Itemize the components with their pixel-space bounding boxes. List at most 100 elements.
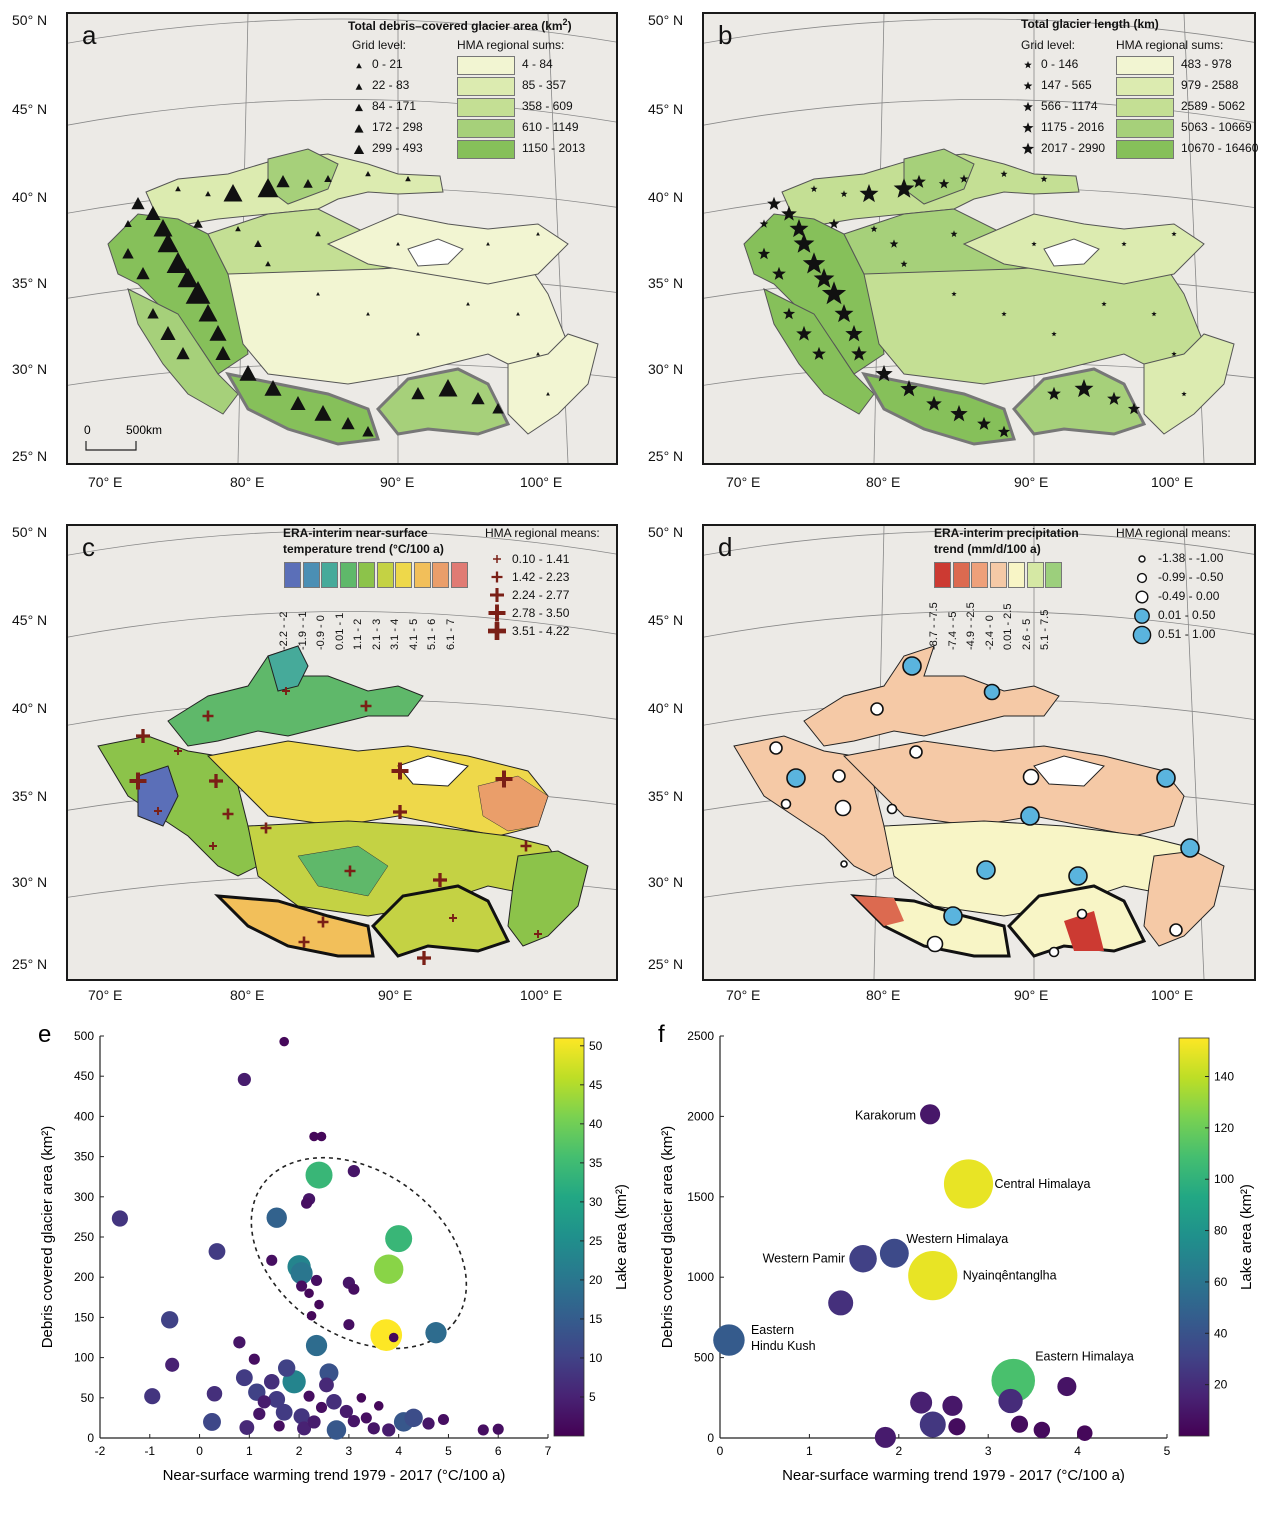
scatter-point: [382, 1423, 396, 1437]
svg-text:0: 0: [84, 423, 91, 437]
glacier-length-star: [1051, 331, 1057, 337]
glacier-length-star: [950, 230, 958, 237]
lon-label: 80° E: [866, 474, 901, 490]
scatter-point: [301, 1197, 313, 1209]
colorbar: [1178, 1037, 1210, 1437]
grid-level-text: 22 - 83: [372, 78, 410, 92]
scatter-point: [919, 1411, 946, 1438]
temperature-swatch: [302, 562, 320, 588]
scatter-point: [297, 1421, 312, 1436]
temperature-mean-cross: [360, 700, 372, 712]
temperature-mean-cross: [449, 914, 457, 922]
scatter-point: [275, 1403, 293, 1421]
glacier-length-star: [1127, 402, 1141, 415]
glacier-length-star: [870, 225, 878, 232]
debris-area-triangle: [198, 304, 218, 322]
scatter-point: [404, 1408, 423, 1428]
colorbar-tick-label: 45: [589, 1078, 603, 1092]
cross-icon: [490, 588, 504, 602]
debris-area-triangle: [166, 252, 190, 273]
temperature-mean-cross: [344, 865, 356, 877]
scatter-point: [425, 1322, 447, 1344]
debris-area-triangle: [396, 242, 400, 246]
grid-level-text: 299 - 493: [372, 141, 423, 155]
scatter-point: [1033, 1421, 1051, 1439]
scatter-point: [279, 1036, 289, 1047]
glacier-length-star: [759, 219, 769, 228]
x-axis-label: Near-surface warming trend 1979 - 2017 (…: [163, 1467, 506, 1484]
regional-swatch: [457, 98, 515, 117]
regional-mean-label: 0.01 - 0.50: [1158, 608, 1216, 622]
debris-area-triangle: [185, 281, 211, 304]
cross-icon: [488, 622, 506, 640]
regional-mean-label: -0.99 - -0.50: [1158, 570, 1224, 584]
precipitation-swatch: [1045, 562, 1062, 588]
x-tick-label: 6: [495, 1444, 502, 1458]
y-tick-label: 150: [74, 1310, 94, 1324]
scatter-point: [1076, 1425, 1093, 1441]
glacier-length-star: [875, 364, 893, 382]
glacier-length-star: [1101, 301, 1107, 307]
triangle-icon: [356, 63, 362, 69]
colorbar-tick-label: 100: [1214, 1172, 1234, 1186]
lon-label: 70° E: [726, 987, 761, 1003]
debris-area-triangle: [416, 332, 420, 336]
debris-area-triangle: [122, 248, 134, 259]
panel-c: 50° N 45° N 40° N 35° N 30° N 25° N c ER…: [0, 512, 630, 1017]
scatter-point: [293, 1408, 310, 1425]
x-tick-label: 0: [196, 1444, 203, 1458]
regional-mean-label: 2.24 - 2.77: [512, 588, 570, 602]
temperature-swatch: [321, 562, 338, 588]
temperature-mean-cross: [393, 805, 407, 819]
legend-title-sup: 2: [562, 17, 568, 27]
scatter-point: [206, 1386, 223, 1402]
precipitation-bin-label: 2.6 - 5: [1020, 618, 1033, 650]
scatter-point: [235, 1369, 253, 1387]
map-c-markers: [129, 687, 542, 965]
map-frame: 0 500km: [66, 12, 618, 465]
glacier-length-star: [810, 185, 818, 192]
debris-area-triangle: [175, 186, 181, 192]
colorbar-tick-label: 10: [589, 1351, 603, 1365]
regional-mean-label: -0.49 - 0.00: [1158, 589, 1220, 603]
debris-area-triangle: [265, 261, 271, 267]
y-tick-label: 100: [74, 1351, 94, 1365]
scatter-point: [326, 1420, 347, 1440]
lon-label: 80° E: [230, 474, 265, 490]
x-tick-label: 3: [346, 1444, 353, 1458]
colorbar-label: Lake area (km²): [1238, 1184, 1255, 1290]
colorbar-tick-label: 35: [589, 1156, 603, 1170]
glacier-length-star: [845, 324, 863, 342]
precipitation-mean-circle: [834, 799, 852, 817]
debris-area-triangle: [315, 231, 321, 237]
debris-area-triangle: [153, 219, 173, 237]
scatter-point: [253, 1407, 266, 1420]
lake-qaidam: [407, 238, 464, 267]
lon-label: 90° E: [378, 987, 413, 1003]
glacier-length-star: [802, 252, 826, 274]
temperature-mean-cross: [136, 729, 150, 743]
scatter-point: [910, 1391, 933, 1414]
lon-label: 90° E: [1014, 987, 1049, 1003]
scatter-point: [1010, 1415, 1029, 1433]
debris-area-triangle: [145, 206, 161, 220]
y-tick-label: 500: [694, 1351, 714, 1365]
y-tick-label: 0: [707, 1431, 714, 1445]
y-tick-label: 250: [74, 1230, 94, 1244]
point-label: Central Himalaya: [995, 1177, 1091, 1191]
map-frame: [702, 12, 1256, 465]
temperature-mean-cross: [391, 762, 409, 780]
precipitation-bin-label: -2.4 - 0: [983, 615, 996, 650]
scatter-point: [315, 1401, 328, 1413]
lat-label: 50° N: [648, 524, 684, 540]
y-tick-label: 1500: [687, 1190, 714, 1204]
temperature-mean-cross: [202, 710, 214, 722]
cross-icon: [491, 571, 503, 583]
map-a-markers: [122, 171, 550, 437]
lat-label: 25° N: [648, 448, 684, 464]
temperature-swatch: [376, 562, 394, 588]
colorbar-tick-label: 25: [589, 1234, 603, 1248]
lat-label: 50° N: [12, 12, 48, 28]
svg-text:500km: 500km: [126, 423, 162, 437]
temperature-swatch: [450, 562, 468, 588]
